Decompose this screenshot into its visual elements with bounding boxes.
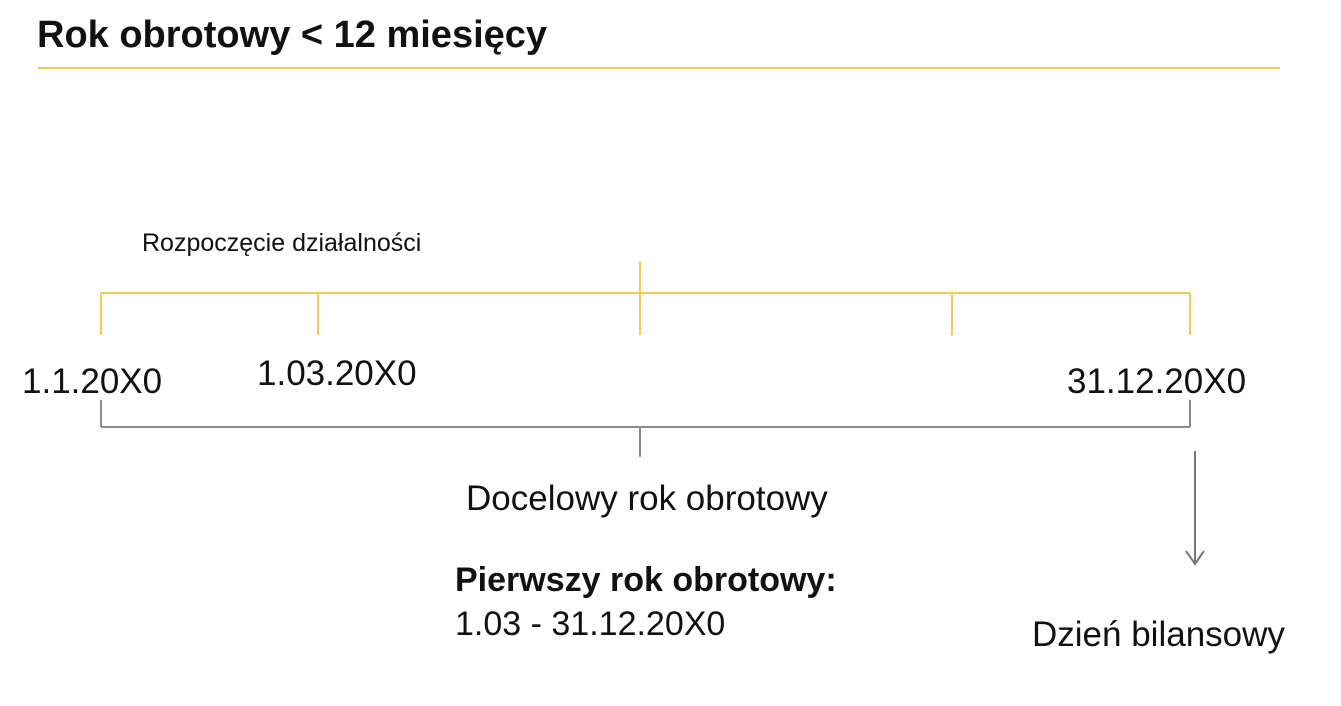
date-march-label: 1.03.20X0 (257, 354, 417, 393)
target-year-bracket (100, 400, 1191, 457)
date-end-label: 31.12.20X0 (1067, 362, 1247, 401)
start-activity-label: Rozpoczęcie działalności (142, 229, 422, 257)
date-start-label: 1.1.20X0 (22, 362, 163, 401)
first-year-title: Pierwszy rok obrotowy: (455, 561, 837, 599)
down-arrow-icon (1185, 451, 1205, 566)
title-underline (38, 67, 1280, 69)
timeline-top-bracket (100, 261, 1191, 335)
first-year-range: 1.03 - 31.12.20X0 (455, 605, 726, 643)
page-title: Rok obrotowy < 12 miesięcy (37, 14, 548, 56)
target-year-label: Docelowy rok obrotowy (466, 479, 828, 518)
balance-day-label: Dzień bilansowy (1032, 615, 1285, 654)
